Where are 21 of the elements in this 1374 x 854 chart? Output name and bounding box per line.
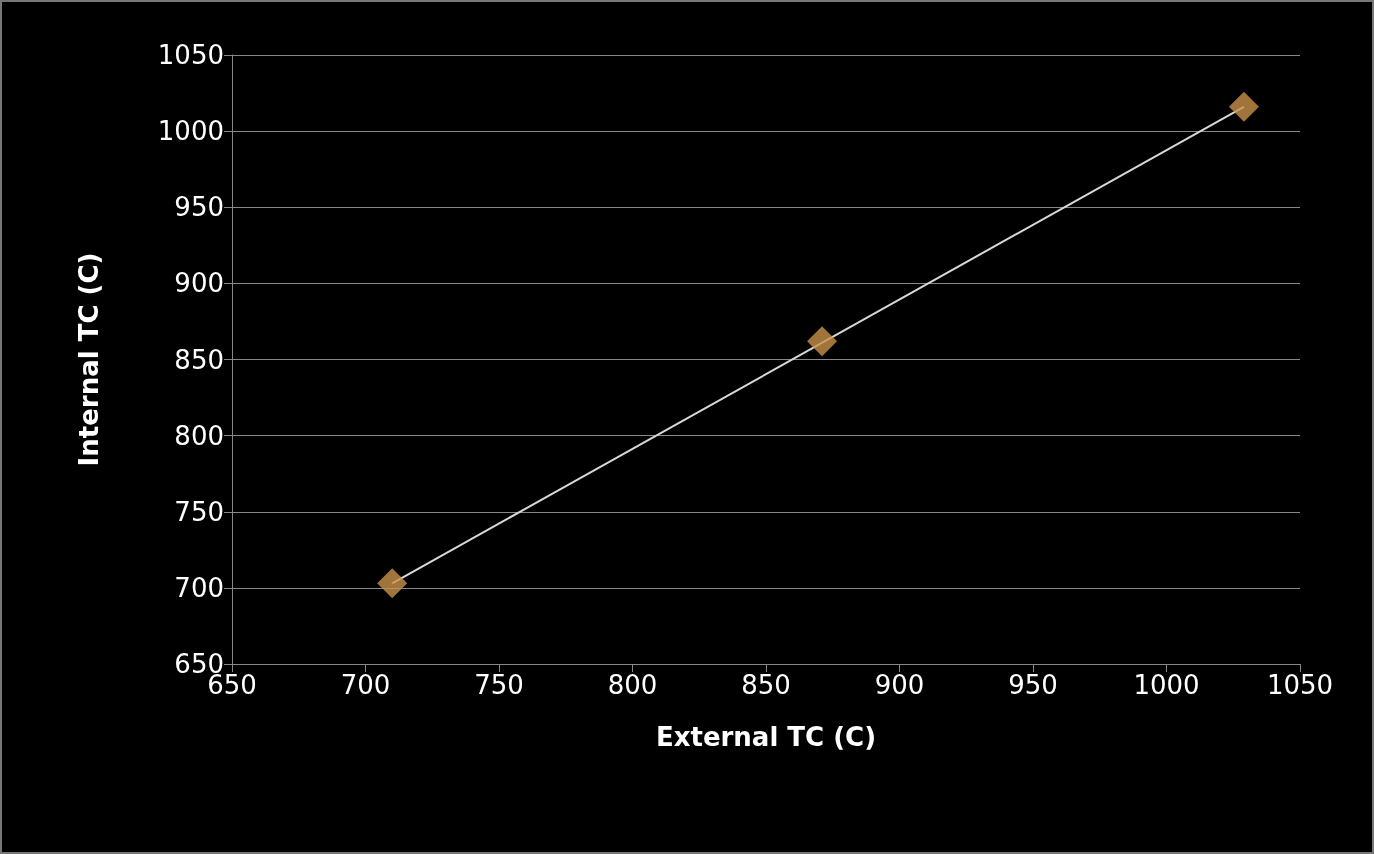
x-tick-label: 1000: [1133, 670, 1200, 700]
y-tick-label: 1050: [157, 40, 224, 70]
x-tick-label: 900: [874, 670, 925, 700]
x-tick-label: 1050: [1266, 670, 1334, 700]
x-tick-label: 800: [607, 670, 658, 700]
point: [377, 568, 408, 599]
y-tick-label: 850: [174, 344, 224, 375]
point: [1228, 91, 1259, 122]
x-axis-title: External TC (C): [655, 722, 877, 752]
y-tick-label: 750: [174, 496, 224, 527]
x-tick-label: 750: [474, 670, 524, 700]
x-tick-label: 950: [1008, 670, 1058, 700]
y-tick-label: 800: [174, 420, 224, 451]
y-tick-label: 700: [174, 572, 224, 603]
y-tick-label: 900: [174, 268, 224, 299]
y-tick-label: 950: [174, 192, 224, 223]
y-tick-label: 1000: [157, 116, 224, 147]
point: [807, 326, 838, 357]
y-axis-title: Internal TC (C): [74, 252, 104, 467]
x-tick-label: 700: [340, 670, 391, 700]
x-tick-label: 850: [741, 670, 791, 700]
